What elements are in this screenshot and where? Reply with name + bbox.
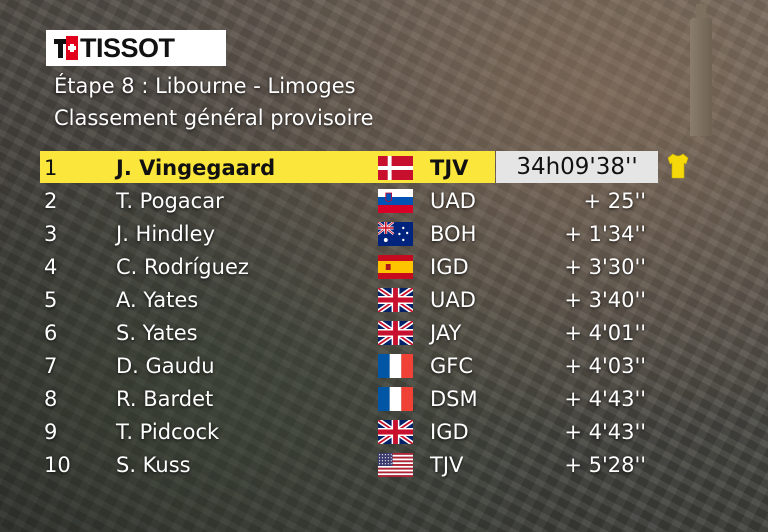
rider-position: 10 — [44, 453, 71, 477]
standings-row: 3 J. Hindley BOH + 1'34'' — [0, 218, 768, 250]
time-gap: + 4'03'' — [564, 354, 646, 378]
tissot-cross-icon — [54, 36, 78, 60]
standings-row: 7 D. Gaudu GFC + 4'03'' — [0, 350, 768, 382]
team-code: DSM — [430, 387, 478, 411]
time-gap: + 1'34'' — [564, 222, 646, 246]
classification-subtitle: Classement général provisoire — [54, 106, 374, 130]
uk-flag-icon — [378, 321, 413, 345]
rider-position: 9 — [44, 420, 58, 444]
church-tower — [690, 4, 712, 136]
standings-row: 10 S. Kuss TJV + 5'28'' — [0, 449, 768, 481]
stage-title: Étape 8 : Libourne - Limoges — [54, 74, 356, 98]
time-gap: + 25'' — [583, 189, 646, 213]
time-gap: + 3'40'' — [564, 288, 646, 312]
rider-name: C. Rodríguez — [116, 255, 249, 279]
rider-name: A. Yates — [116, 288, 199, 312]
standings-row: 6 S. Yates JAY + 4'01'' — [0, 317, 768, 349]
team-code: JAY — [430, 321, 462, 345]
france-flag-icon — [378, 354, 413, 378]
rider-position: 5 — [44, 288, 58, 312]
standings-row: 9 T. Pidcock IGD + 4'43'' — [0, 416, 768, 448]
team-code: UAD — [430, 189, 476, 213]
slovenia-flag-icon — [378, 189, 413, 213]
team-code: GFC — [430, 354, 474, 378]
rider-position: 8 — [44, 387, 58, 411]
rider-name: T. Pidcock — [116, 420, 220, 444]
standings-row: 8 R. Bardet DSM + 4'43'' — [0, 383, 768, 415]
time-gap: + 3'30'' — [564, 255, 646, 279]
rider-name: J. Vingegaard — [116, 156, 276, 180]
rider-name: D. Gaudu — [116, 354, 215, 378]
time-gap: + 4'43'' — [564, 420, 646, 444]
rider-name: R. Bardet — [116, 387, 214, 411]
rider-position: 6 — [44, 321, 58, 345]
time-gap: + 5'28'' — [564, 453, 646, 477]
rider-position: 7 — [44, 354, 58, 378]
logo-text: TISSOT — [80, 32, 175, 63]
usa-flag-icon — [378, 453, 413, 477]
team-code: UAD — [430, 288, 476, 312]
rider-name: T. Pogacar — [116, 189, 224, 213]
spain-flag-icon — [378, 255, 413, 279]
rider-position: 2 — [44, 189, 58, 213]
time-gap: + 4'43'' — [564, 387, 646, 411]
team-code: TJV — [430, 453, 464, 477]
france-flag-icon — [378, 387, 413, 411]
uk-flag-icon — [378, 420, 413, 444]
standings-row: 1 J. Vingegaard TJV — [0, 152, 768, 184]
rider-position: 4 — [44, 255, 58, 279]
australia-flag-icon — [378, 222, 413, 246]
rider-position: 3 — [44, 222, 58, 246]
denmark-flag-icon — [378, 156, 413, 180]
leader-time-box: 34h09'38'' — [496, 151, 658, 183]
team-code: IGD — [430, 420, 469, 444]
time-gap: + 4'01'' — [564, 321, 646, 345]
standings-row: 5 A. Yates UAD + 3'40'' — [0, 284, 768, 316]
standings-row: 2 T. Pogacar UAD + 25'' — [0, 185, 768, 217]
rider-name: S. Kuss — [116, 453, 191, 477]
leader-highlight-bar — [40, 151, 495, 183]
rider-position: 1 — [44, 156, 58, 180]
rider-name: J. Hindley — [116, 222, 215, 246]
standings-row: 4 C. Rodríguez IGD + 3'30'' — [0, 251, 768, 283]
yellow-jersey-icon — [667, 153, 689, 179]
team-code: TJV — [430, 156, 469, 180]
team-code: IGD — [430, 255, 469, 279]
rider-name: S. Yates — [116, 321, 198, 345]
uk-flag-icon — [378, 288, 413, 312]
team-code: BOH — [430, 222, 477, 246]
tissot-logo: TISSOT — [46, 30, 226, 66]
